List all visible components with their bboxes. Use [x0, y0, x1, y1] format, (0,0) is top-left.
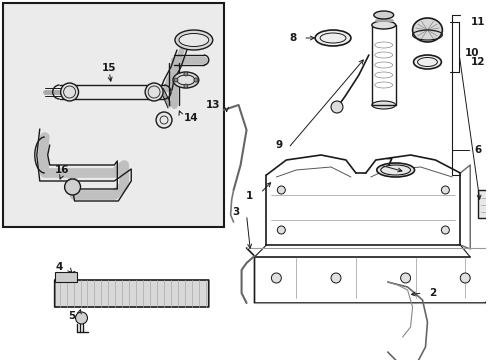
Text: 16: 16 [54, 165, 69, 175]
Circle shape [183, 84, 187, 88]
Circle shape [441, 226, 448, 234]
Text: 14: 14 [183, 113, 198, 123]
Circle shape [441, 186, 448, 194]
Text: 11: 11 [470, 17, 485, 27]
Circle shape [277, 226, 285, 234]
Text: 12: 12 [470, 57, 485, 67]
Text: 10: 10 [464, 48, 479, 58]
Circle shape [330, 273, 340, 283]
Ellipse shape [371, 101, 395, 109]
Circle shape [156, 112, 172, 128]
Circle shape [330, 101, 342, 113]
Text: 2: 2 [428, 288, 436, 298]
Circle shape [174, 78, 178, 82]
Text: 9: 9 [275, 140, 282, 150]
Ellipse shape [314, 30, 350, 46]
Circle shape [183, 72, 187, 76]
Bar [55, 272, 77, 282]
Circle shape [61, 83, 79, 101]
Polygon shape [55, 280, 208, 307]
Bar [3, 3, 223, 227]
Text: 13: 13 [206, 100, 220, 110]
Ellipse shape [179, 33, 208, 46]
Text: 15: 15 [102, 63, 116, 73]
Text: 5: 5 [68, 311, 76, 321]
Text: 7: 7 [385, 158, 392, 168]
Circle shape [271, 273, 281, 283]
Circle shape [400, 273, 410, 283]
Ellipse shape [175, 30, 212, 50]
Circle shape [193, 78, 198, 82]
Ellipse shape [76, 312, 87, 324]
Ellipse shape [412, 18, 442, 42]
Circle shape [277, 186, 285, 194]
Ellipse shape [173, 72, 199, 88]
Circle shape [145, 83, 163, 101]
Ellipse shape [371, 21, 395, 29]
Text: 8: 8 [288, 33, 296, 43]
Text: 4: 4 [55, 262, 62, 272]
Text: 6: 6 [473, 145, 481, 155]
Ellipse shape [373, 11, 393, 19]
Ellipse shape [376, 163, 414, 177]
Text: 3: 3 [232, 207, 239, 217]
Bar [477, 190, 488, 218]
Text: 1: 1 [246, 191, 253, 201]
Circle shape [459, 273, 469, 283]
Ellipse shape [413, 55, 441, 69]
Circle shape [64, 179, 81, 195]
Ellipse shape [177, 75, 194, 85]
